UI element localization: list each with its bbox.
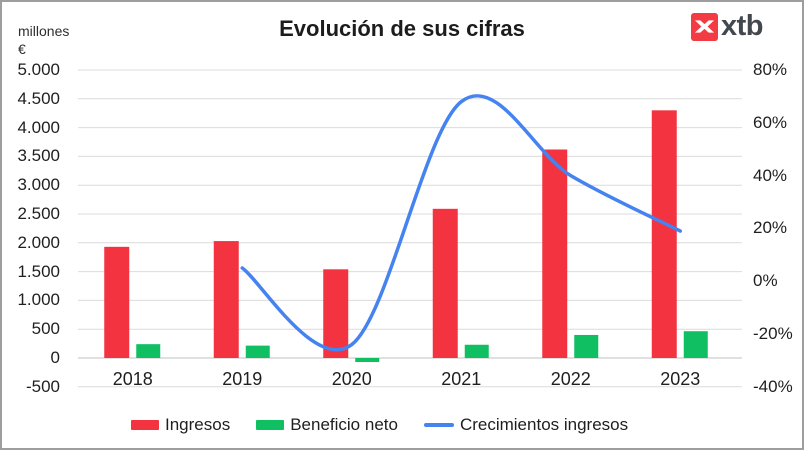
- x-axis-tick-label-2018: 2018: [112, 369, 153, 389]
- xtb-bird-icon: [691, 12, 718, 41]
- left-axis-tick-label: 2.000: [17, 232, 60, 252]
- left-axis-unit-line2: €: [18, 41, 26, 57]
- right-axis-tick-label: -20%: [753, 324, 793, 343]
- left-axis-tick-label: -500: [25, 376, 60, 396]
- legend-label-beneficio-neto: Beneficio neto: [290, 414, 398, 434]
- bar-beneficio-neto-2019: [245, 345, 270, 358]
- bar-beneficio-neto-2021: [464, 344, 489, 358]
- legend-label-ingresos: Ingresos: [165, 414, 231, 434]
- x-axis-tick-label-2020: 2020: [331, 369, 372, 389]
- x-axis-tick-label-2021: 2021: [441, 369, 482, 389]
- legend-item-crecimientos-ingresos: Crecimientos ingresos: [423, 414, 629, 435]
- bar-ingresos-2019: [213, 241, 239, 358]
- left-axis-tick-label: 0: [50, 348, 60, 367]
- left-axis-unit-line1: millones: [18, 23, 70, 39]
- xtb-logo: xtb: [691, 10, 764, 43]
- legend-swatch-crecimientos-ingresos: [423, 422, 454, 427]
- legend: Ingresos Beneficio neto Crecimientos ingre…: [131, 412, 628, 437]
- bar-beneficio-neto-2022: [574, 334, 599, 358]
- x-axis-tick-label-2023: 2023: [660, 369, 701, 389]
- right-axis-tick-label: 60%: [753, 112, 788, 132]
- left-axis-tick-label: 4.000: [17, 117, 60, 137]
- legend-swatch-ingresos: [131, 419, 159, 430]
- legend-label-crecimientos-ingresos: Crecimientos ingresos: [459, 414, 629, 434]
- bar-ingresos-2020: [323, 269, 349, 358]
- left-axis-tick-label: 1.000: [17, 290, 60, 310]
- legend-swatch-beneficio-neto: [256, 419, 285, 430]
- bar-ingresos-2021: [432, 208, 458, 358]
- left-axis-unit-label: millones €: [18, 22, 69, 58]
- left-axis-tick-label: 4.500: [17, 88, 60, 108]
- legend-item-beneficio-neto: Beneficio neto: [256, 415, 398, 435]
- chart-title: Evolución de sus cifras: [279, 16, 525, 41]
- left-axis-tick-label: 2.500: [17, 204, 60, 223]
- left-axis-tick-label: 3.500: [17, 146, 60, 166]
- bar-beneficio-neto-2020: [355, 358, 380, 363]
- legend-item-ingresos: Ingresos: [131, 415, 230, 435]
- bar-ingresos-2018: [104, 246, 130, 358]
- left-axis-tick-label: 3.000: [17, 175, 60, 195]
- bar-beneficio-neto-2023: [683, 331, 708, 358]
- right-axis-tick-label: 80%: [753, 60, 788, 79]
- right-axis-tick-label: -40%: [753, 376, 793, 396]
- right-axis-tick-label: 40%: [753, 165, 788, 185]
- bar-ingresos-2023: [651, 110, 677, 358]
- xtb-logo-text: xtb: [721, 10, 764, 42]
- bar-ingresos-2022: [542, 149, 568, 358]
- x-axis-tick-label-2022: 2022: [550, 369, 591, 389]
- right-axis-tick-label: 20%: [753, 218, 788, 238]
- line-crecimientos-ingresos: [240, 94, 682, 352]
- left-axis-tick-label: 1.500: [17, 261, 60, 281]
- left-axis-tick-label: 5.000: [17, 60, 60, 79]
- right-axis-tick-label: 0%: [753, 271, 778, 291]
- bar-beneficio-neto-2018: [136, 344, 161, 358]
- x-axis-tick-label-2019: 2019: [222, 369, 263, 389]
- left-axis-tick-label: 500: [31, 319, 60, 339]
